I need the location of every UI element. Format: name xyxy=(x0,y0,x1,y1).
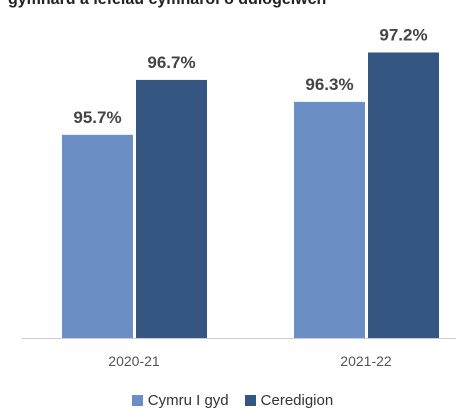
cropped-header: gymharu â lefelau cymharol o ddiogelwch xyxy=(0,0,465,8)
legend-swatch-series-1 xyxy=(131,395,143,406)
bar-2-2020-21 xyxy=(136,79,207,338)
x-tick-label-2020-21: 2020-21 xyxy=(108,353,160,369)
data-label-1-2020-21: 95.7% xyxy=(73,108,121,127)
cropped-header-text: gymharu â lefelau cymharol o ddiogelwch xyxy=(8,0,326,9)
legend-label-series-1: Cymru I gyd xyxy=(147,392,229,409)
bar-2-2021-22 xyxy=(368,52,439,339)
legend-swatch-series-2 xyxy=(244,395,256,406)
legend: Cymru I gyd Ceredigion xyxy=(0,392,465,409)
x-tick-label-2021-22: 2021-22 xyxy=(340,353,392,369)
legend-label-series-2: Ceredigion xyxy=(260,392,334,409)
bar-1-2021-22 xyxy=(294,101,365,339)
data-label-2-2021-22: 97.2% xyxy=(379,25,427,44)
legend-item-series-2: Ceredigion xyxy=(244,392,334,409)
data-label-1-2021-22: 96.3% xyxy=(305,75,353,94)
data-label-2-2020-21: 96.7% xyxy=(147,53,195,72)
bar-1-2020-21 xyxy=(62,134,133,338)
legend-item-series-1: Cymru I gyd xyxy=(131,392,229,409)
